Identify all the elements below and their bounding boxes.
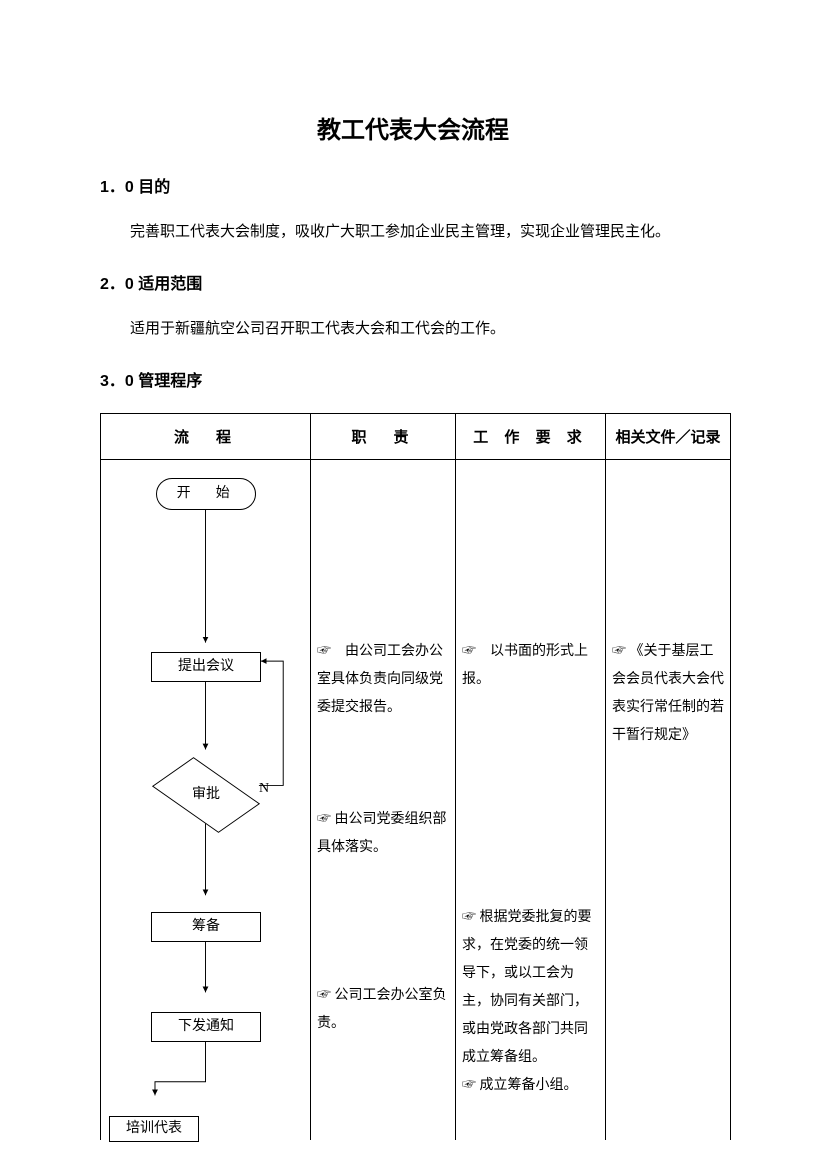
section-2-text: 适用于新疆航空公司召开职工代表大会和工代会的工作。 bbox=[100, 316, 726, 343]
section-1-heading: 1．0 目的 bbox=[100, 173, 726, 197]
node-approve: 审批 bbox=[151, 760, 261, 830]
resp-1: ☞ 由公司工会办公室具体负责向同级党委提交报告。 bbox=[317, 638, 449, 722]
doc-1: ☞ 《关于基层工会会员代表大会代表实行常任制的若干暂行规定》 bbox=[612, 638, 724, 750]
section-2-heading: 2．0 适用范围 bbox=[100, 270, 726, 294]
th-flow: 流 程 bbox=[101, 414, 311, 460]
section-1-text: 完善职工代表大会制度，吸收广大职工参加企业民主管理，实现企业管理民主化。 bbox=[100, 219, 726, 246]
req-3: ☞ 成立筹备小组。 bbox=[462, 1072, 599, 1100]
procedure-table: 流 程 职 责 工 作 要 求 相关文件／记录 bbox=[100, 413, 731, 1140]
node-start: 开 始 bbox=[156, 478, 256, 510]
th-req: 工 作 要 求 bbox=[456, 414, 606, 460]
node-issue: 下发通知 bbox=[151, 1012, 261, 1042]
section-3-heading: 3．0 管理程序 bbox=[100, 367, 726, 391]
doc-cell: ☞ 《关于基层工会会员代表大会代表实行常任制的若干暂行规定》 bbox=[606, 460, 731, 1141]
flow-cell: 开 始 提出会议 审批 N 筹备 下发通知 培训代表 bbox=[101, 460, 311, 1141]
th-doc: 相关文件／记录 bbox=[606, 414, 731, 460]
label-n: N bbox=[259, 774, 269, 803]
page-title: 教工代表大会流程 bbox=[100, 110, 726, 145]
th-resp: 职 责 bbox=[311, 414, 456, 460]
resp-2: ☞ 由公司党委组织部具体落实。 bbox=[317, 806, 449, 862]
node-prepare: 筹备 bbox=[151, 912, 261, 942]
req-1: ☞ 以书面的形式上报。 bbox=[462, 638, 599, 694]
resp-3: ☞ 公司工会办公室负责。 bbox=[317, 982, 449, 1038]
node-propose: 提出会议 bbox=[151, 652, 261, 682]
node-train: 培训代表 bbox=[109, 1116, 199, 1142]
req-2: ☞ 根据党委批复的要求，在党委的统一领导下，或以工会为主，协同有关部门，或由党政… bbox=[462, 904, 599, 1072]
resp-cell: ☞ 由公司工会办公室具体负责向同级党委提交报告。 ☞ 由公司党委组织部具体落实。… bbox=[311, 460, 456, 1141]
req-cell: ☞ 以书面的形式上报。 ☞ 根据党委批复的要求，在党委的统一领导下，或以工会为主… bbox=[456, 460, 606, 1141]
